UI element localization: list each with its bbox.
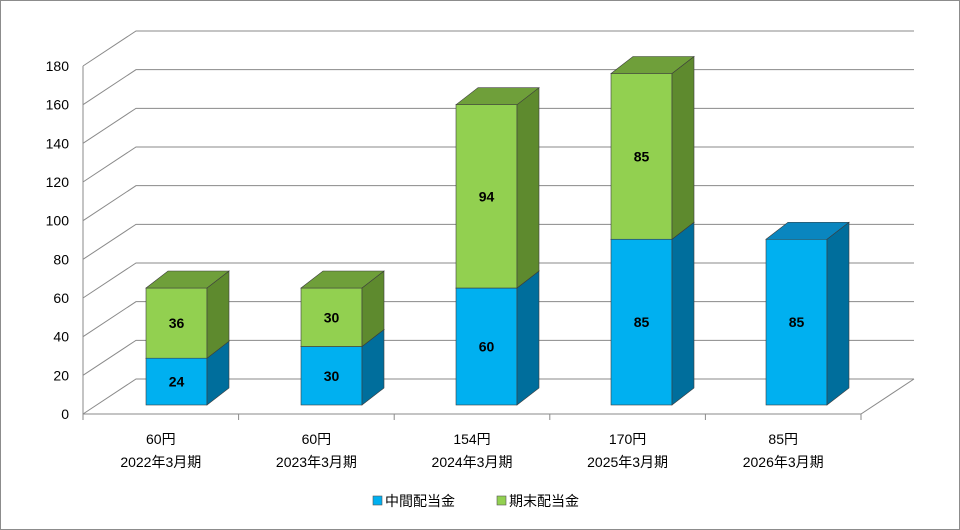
legend-swatch-1 xyxy=(496,495,507,506)
bar-front-1 xyxy=(455,104,518,289)
bar-top-1 xyxy=(145,270,230,289)
legend-swatch-0 xyxy=(372,495,383,506)
bar-side-0 xyxy=(671,221,695,406)
y-tick-label: 0 xyxy=(61,406,69,422)
data-label: 24 xyxy=(169,374,185,390)
y-tick-label: 120 xyxy=(46,174,70,190)
x-total-label: 60円 xyxy=(146,431,176,447)
y-tick-label: 20 xyxy=(53,367,69,383)
bar-front-0 xyxy=(455,287,518,406)
bar-front-0 xyxy=(610,238,673,406)
data-label: 60 xyxy=(479,339,495,355)
bar-front-0 xyxy=(145,357,208,406)
data-label: 85 xyxy=(634,314,650,330)
bar-top-1 xyxy=(300,270,385,289)
bar-side-0 xyxy=(516,270,540,406)
bar-top-1 xyxy=(610,56,695,74)
data-label: 36 xyxy=(169,315,185,331)
x-total-label: 154円 xyxy=(453,431,490,447)
bar-side-1 xyxy=(516,87,540,289)
gridline xyxy=(82,30,914,67)
legend-label: 期末配当金 xyxy=(509,493,579,509)
bar-top-1 xyxy=(455,87,540,105)
bar-front-0 xyxy=(765,238,828,406)
x-total-label: 60円 xyxy=(302,431,332,447)
x-category-label: 2023年3月期 xyxy=(276,454,357,470)
legend-label: 中間配当金 xyxy=(385,493,455,509)
bar-side-0 xyxy=(826,221,850,406)
x-total-label: 170円 xyxy=(609,431,646,447)
y-tick-label: 140 xyxy=(46,135,70,151)
bar-front-0 xyxy=(300,346,363,406)
bar-front-1 xyxy=(610,73,673,240)
y-tick-label: 100 xyxy=(46,213,70,229)
bar-side-1 xyxy=(671,55,695,240)
data-label: 30 xyxy=(324,309,340,325)
x-total-label: 85円 xyxy=(768,431,798,447)
x-category-label: 2024年3月期 xyxy=(432,454,513,470)
x-category-label: 2025年3月期 xyxy=(587,454,668,470)
y-tick-label: 160 xyxy=(46,97,70,113)
bar-top-0 xyxy=(765,221,850,240)
y-tick-label: 60 xyxy=(53,290,69,306)
y-tick-label: 40 xyxy=(53,329,69,345)
y-tick-label: 180 xyxy=(46,58,70,74)
data-label: 30 xyxy=(324,368,340,384)
bar-front-1 xyxy=(300,287,363,347)
x-category-label: 2026年3月期 xyxy=(743,454,824,470)
data-label: 85 xyxy=(789,314,805,330)
y-tick-label: 80 xyxy=(53,251,69,267)
data-label: 85 xyxy=(634,148,650,164)
data-label: 94 xyxy=(479,188,495,204)
x-category-label: 2022年3月期 xyxy=(120,454,201,470)
